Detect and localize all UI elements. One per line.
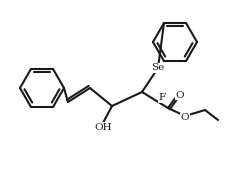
Text: O: O	[176, 90, 184, 99]
Text: Se: Se	[151, 63, 165, 72]
Text: F: F	[158, 93, 166, 102]
Text: OH: OH	[94, 122, 112, 131]
Text: O: O	[181, 113, 189, 122]
